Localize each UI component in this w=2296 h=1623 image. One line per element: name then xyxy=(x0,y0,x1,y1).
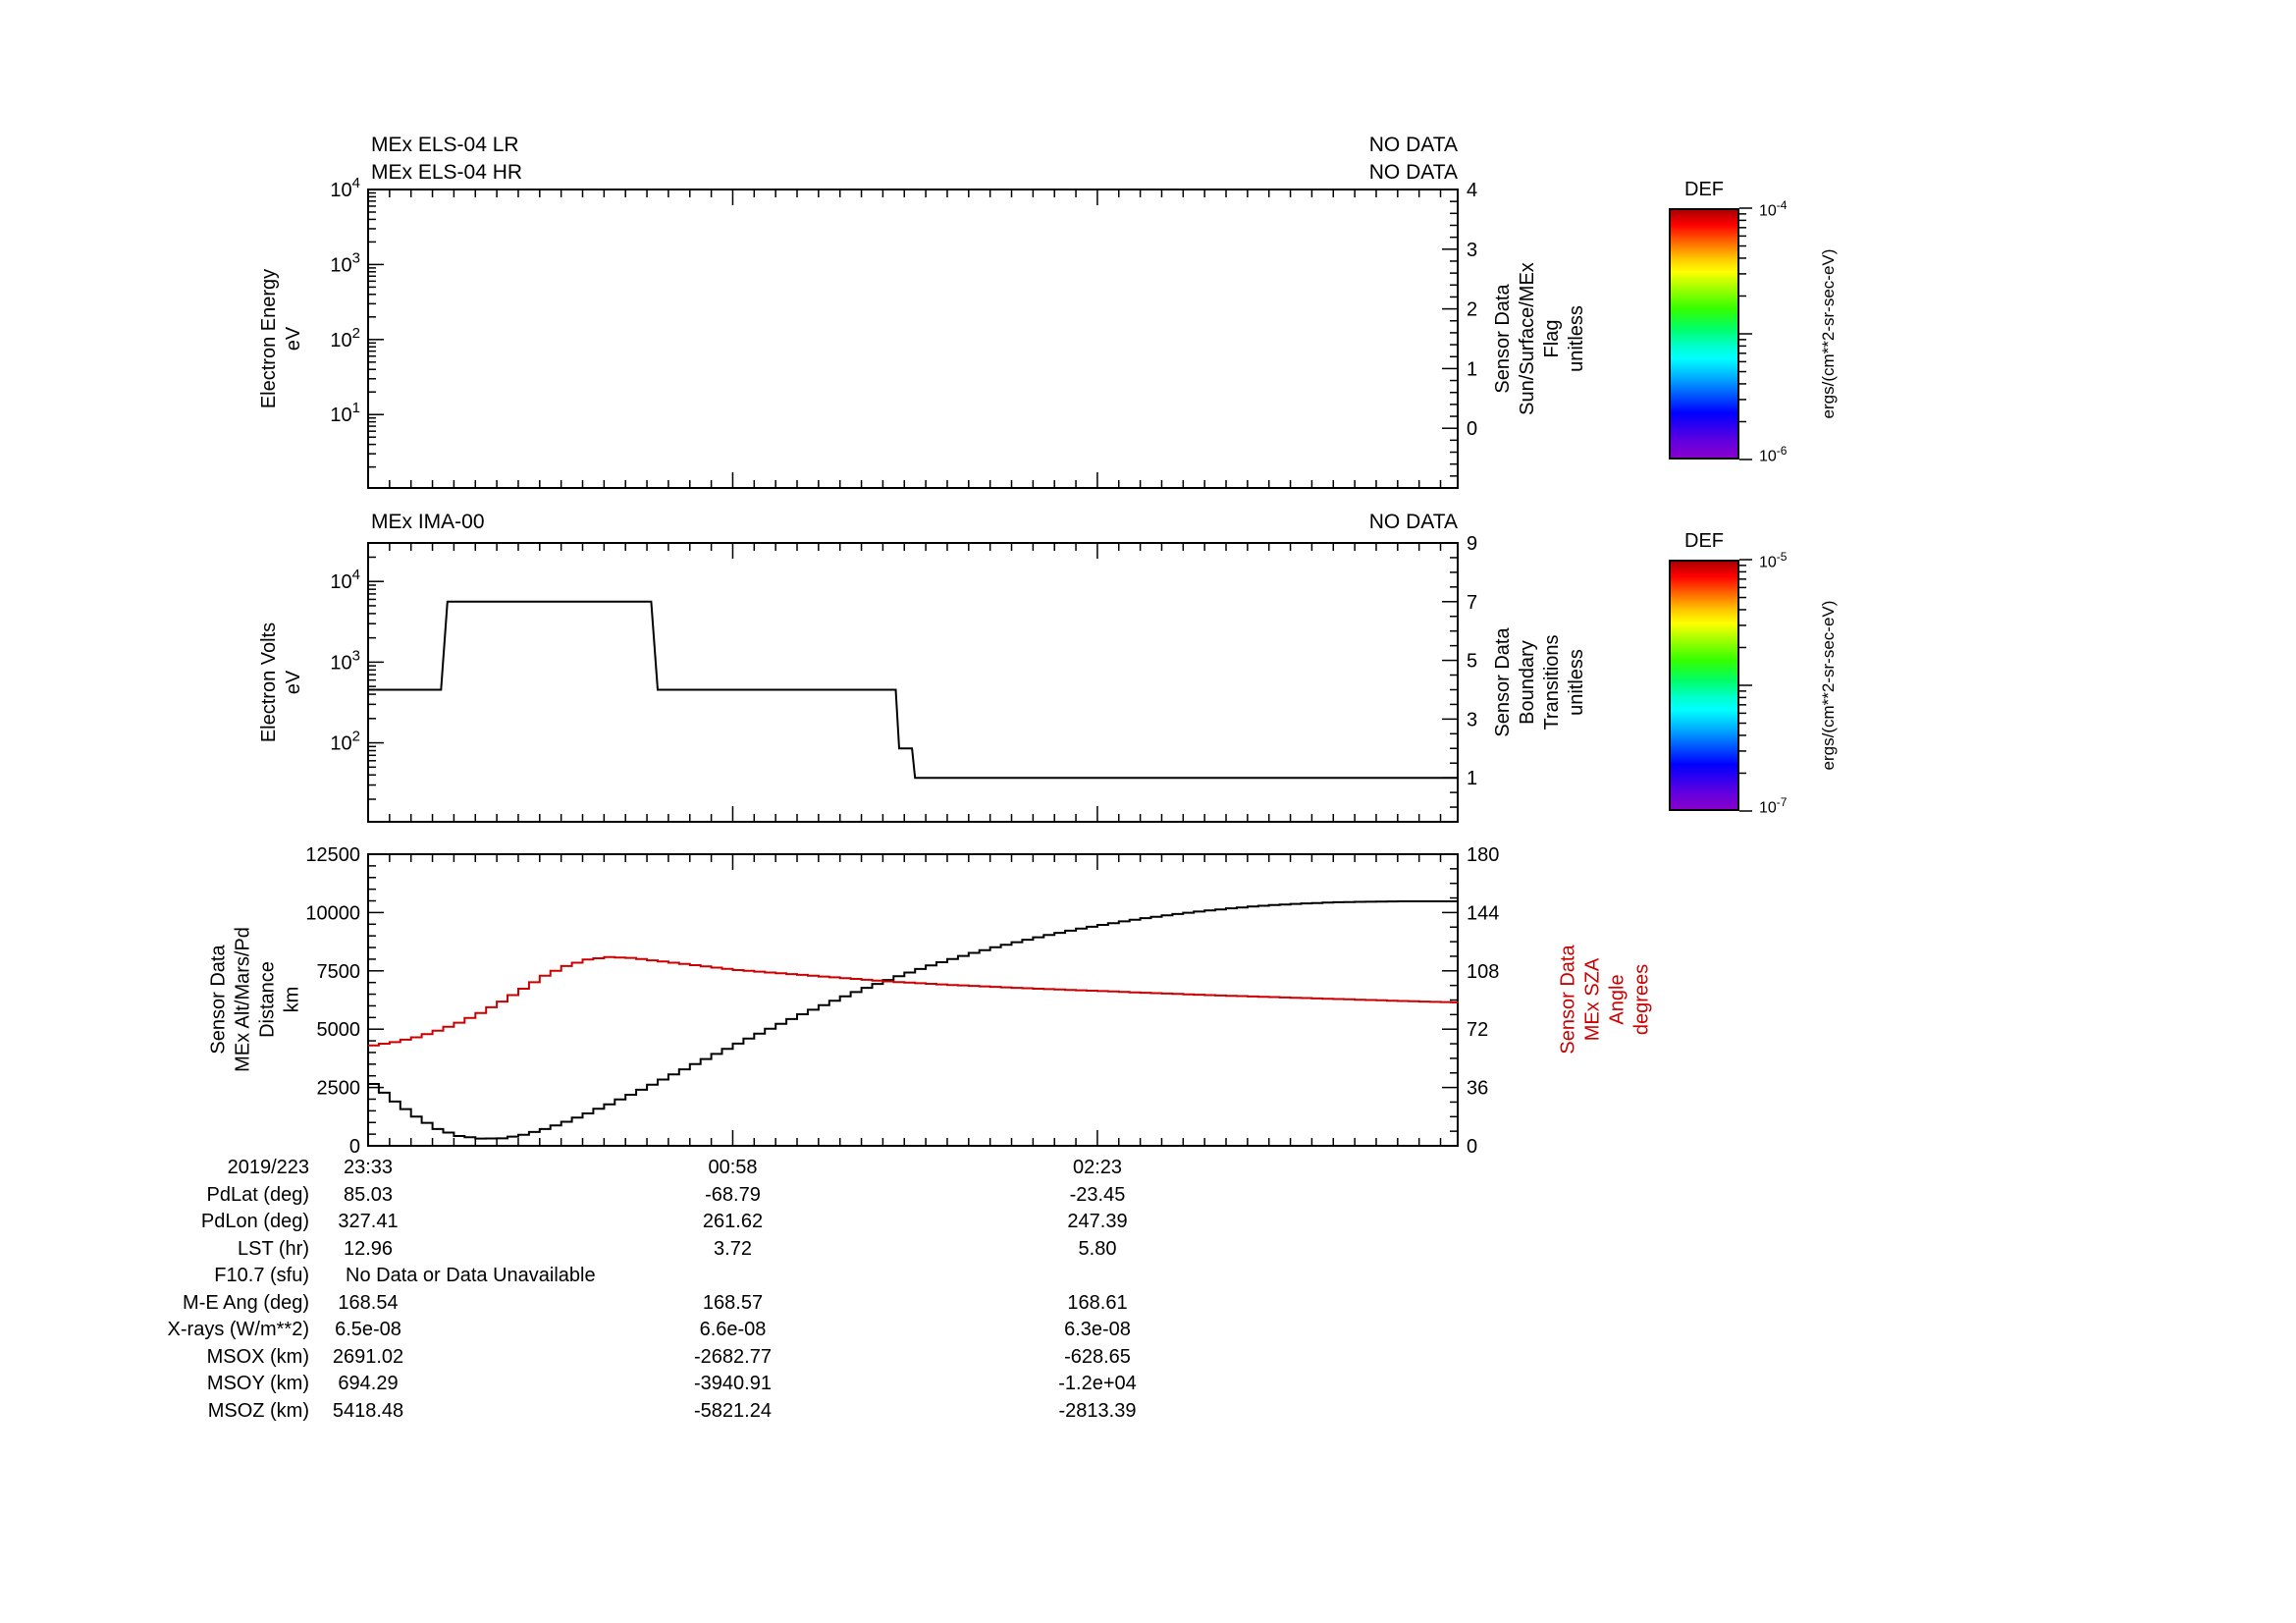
svg-text:0: 0 xyxy=(349,1136,360,1158)
colorbar2-ticks xyxy=(1739,559,1752,812)
svg-text:108: 108 xyxy=(1467,961,1499,983)
colorbar2-top-base: 10 xyxy=(1759,554,1777,571)
ephemeris-panel: 0 2500 5000 7500 10000 12500 0 36 72 108 144 180 xyxy=(305,844,1499,1158)
svg-text:2500: 2500 xyxy=(317,1078,361,1100)
annotation-value: -3940.91 xyxy=(694,1373,772,1394)
svg-text:2: 2 xyxy=(1467,299,1477,321)
annotation-value: 85.03 xyxy=(343,1183,394,1206)
colorbar1-ticks xyxy=(1739,207,1752,460)
annotation-value: -68.79 xyxy=(705,1183,761,1206)
boundary-transitions-line xyxy=(368,600,1458,780)
annotation-value: 261.62 xyxy=(702,1211,764,1232)
annotation-value: 6.5e-08 xyxy=(335,1319,401,1340)
annotation-value: -628.65 xyxy=(1064,1345,1131,1368)
colorbar2-top-tick-label: 10-5 xyxy=(1759,550,1787,571)
annotation-value: 5.80 xyxy=(1078,1237,1117,1260)
ima-nodata-status: NO DATA xyxy=(1368,511,1458,533)
svg-text:36: 36 xyxy=(1467,1078,1488,1100)
svg-text:3: 3 xyxy=(1467,709,1477,730)
annotation-value: 247.39 xyxy=(1067,1211,1128,1232)
colorbar1-bottom-exp: -6 xyxy=(1776,444,1788,458)
colorbar1-bottom-tick-label: 10-6 xyxy=(1759,444,1787,465)
colorbar2-title: DEF xyxy=(1684,530,1724,552)
annotation-row-label: F10.7 (sfu) xyxy=(214,1265,309,1286)
colorbar2-gradient xyxy=(1669,560,1739,811)
annotation-value: 5418.48 xyxy=(332,1399,404,1422)
annotation-row-label: MSOX (km) xyxy=(206,1345,309,1368)
annotation-row-label: M-E Ang (deg) xyxy=(183,1291,309,1314)
svg-text:180: 180 xyxy=(1467,844,1499,866)
svg-text:7500: 7500 xyxy=(317,961,361,983)
annotation-value: 168.61 xyxy=(1067,1291,1128,1314)
annotation-value: 3.72 xyxy=(714,1237,752,1260)
ima-title: MEx IMA-00 xyxy=(371,511,485,533)
svg-text:4: 4 xyxy=(1467,180,1477,201)
annotation-value: 6.6e-08 xyxy=(699,1319,767,1340)
colorbar2-bottom-exp: -7 xyxy=(1776,795,1788,809)
annotation-row-label: X-rays (W/m**2) xyxy=(167,1319,309,1340)
annotation-value: 6.3e-08 xyxy=(1064,1319,1131,1340)
svg-text:1: 1 xyxy=(1467,768,1477,789)
annotation-value: -23.45 xyxy=(1069,1183,1126,1206)
annotation-value: -2813.39 xyxy=(1058,1399,1137,1422)
annotation-row-label: LST (hr) xyxy=(238,1237,309,1260)
colorbar2-bottom-tick-label: 10-7 xyxy=(1759,795,1787,817)
els-lr-title: MEx ELS-04 LR xyxy=(371,134,519,156)
annotation-value: 694.29 xyxy=(338,1373,399,1394)
svg-text:5: 5 xyxy=(1467,651,1477,673)
annotation-value: 00:58 xyxy=(708,1157,758,1178)
svg-text:1: 1 xyxy=(1467,358,1477,380)
svg-text:7: 7 xyxy=(1467,592,1477,614)
svg-text:5000: 5000 xyxy=(317,1019,361,1041)
mex-sza-line xyxy=(368,955,1459,1047)
els-lr-nodata-status: NO DATA xyxy=(1368,134,1458,156)
colorbar1-title: DEF xyxy=(1684,179,1724,200)
annotation-row-label: PdLat (deg) xyxy=(206,1183,309,1206)
annotation-value: 168.57 xyxy=(702,1291,764,1314)
svg-text:10000: 10000 xyxy=(305,902,360,924)
annotation-value: -5821.24 xyxy=(694,1399,772,1422)
svg-text:144: 144 xyxy=(1467,902,1499,924)
colorbar1-top-exp: -4 xyxy=(1776,198,1788,212)
svg-text:0: 0 xyxy=(1467,1136,1477,1158)
annotation-value: -2682.77 xyxy=(694,1345,772,1368)
annotation-value: 02:23 xyxy=(1072,1157,1123,1178)
els-hr-title: MEx ELS-04 HR xyxy=(371,161,523,184)
svg-text:3: 3 xyxy=(1467,240,1477,261)
annotation-row-label: MSOZ (km) xyxy=(207,1399,309,1422)
annotation-row-label: PdLon (deg) xyxy=(200,1211,309,1232)
annotation-full-value: No Data or Data Unavailable xyxy=(346,1265,596,1286)
colorbar1-top-tick-label: 10-4 xyxy=(1759,198,1787,220)
annotation-value: -1.2e+04 xyxy=(1058,1373,1137,1394)
annotation-value: 12.96 xyxy=(343,1237,394,1260)
svg-text:9: 9 xyxy=(1467,533,1477,555)
annotation-row-label: MSOY (km) xyxy=(206,1373,309,1394)
colorbar1-gradient xyxy=(1669,208,1739,460)
svg-text:0: 0 xyxy=(1467,418,1477,440)
colorbar1-bottom-base: 10 xyxy=(1759,448,1777,465)
mex-altitude-line xyxy=(368,900,1458,1140)
svg-text:12500: 12500 xyxy=(305,844,360,866)
colorbar2-bottom-base: 10 xyxy=(1759,799,1777,817)
annotation-value: 168.54 xyxy=(338,1291,399,1314)
annotation-row-label: 2019/223 xyxy=(227,1157,309,1178)
colorbar2-top-exp: -5 xyxy=(1776,550,1788,564)
colorbar1-top-base: 10 xyxy=(1759,202,1777,220)
svg-text:72: 72 xyxy=(1467,1019,1488,1041)
annotation-value: 2691.02 xyxy=(332,1345,404,1368)
annotation-value: 23:33 xyxy=(343,1157,394,1178)
annotation-value: 327.41 xyxy=(338,1211,399,1232)
els-hr-nodata-status: NO DATA xyxy=(1368,161,1458,184)
